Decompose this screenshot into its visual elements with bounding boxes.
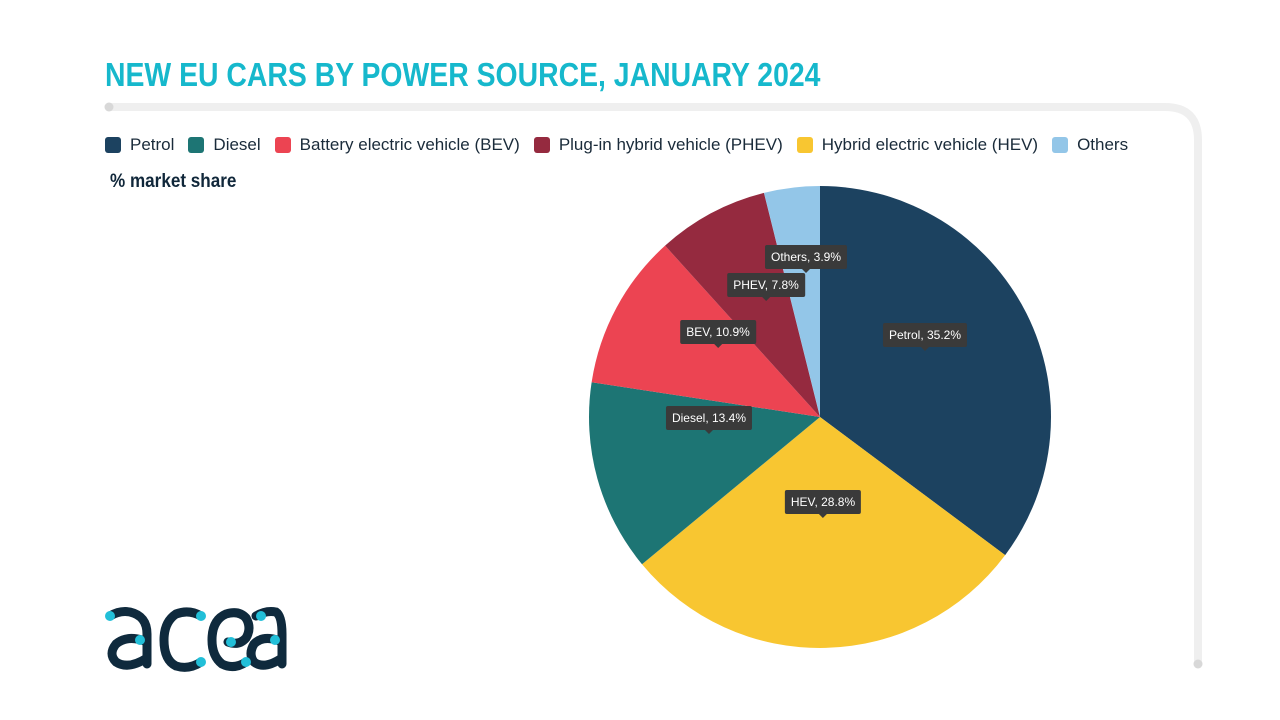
legend-swatch [796,137,813,153]
legend-item[interactable]: Others [1052,135,1128,155]
legend-item[interactable]: Hybrid electric vehicle (HEV) [796,135,1039,155]
legend-label: Diesel [213,135,261,154]
chart-title: NEW EU CARS BY POWER SOURCE, JANUARY 202… [105,56,821,93]
pie-slice-others[interactable] [763,186,820,417]
legend-label: Hybrid electric vehicle (HEV) [821,135,1039,154]
legend-label: Plug-in hybrid vehicle (PHEV) [558,135,783,154]
legend-swatch [105,137,121,153]
legend-swatch [533,137,550,153]
pie-slice-phev[interactable] [665,192,820,417]
data-label-hev: HEV, 28.8% [784,490,862,518]
data-label-bev: BEV, 10.9% [680,320,756,348]
chart-subtitle: % market share [110,171,237,192]
acea-logo: acea [105,607,287,672]
legend-item[interactable]: Battery electric vehicle (BEV) [274,135,520,155]
legend-label: Battery electric vehicle (BEV) [299,135,520,154]
legend-item[interactable]: Diesel [188,135,261,155]
pie-slice-diesel[interactable] [589,382,820,565]
legend-swatch [188,137,205,153]
legend-swatch [1052,137,1069,153]
legend-label: Others [1077,135,1129,154]
pie-slice-petrol[interactable] [820,186,1052,556]
legend-item[interactable]: Plug-in hybrid vehicle (PHEV) [533,135,783,155]
legend-label: Petrol [130,135,175,154]
data-label-others: Others, 3.9% [764,245,848,273]
legend-item[interactable]: Petrol [105,135,174,155]
data-label-phev: PHEV, 7.8% [727,273,805,301]
pie-slice-hev[interactable] [642,417,1006,649]
legend: Petrol Diesel Battery electric vehicle (BE… [105,135,1142,155]
legend-swatch [274,137,291,153]
data-label-diesel: Diesel, 13.4% [665,406,753,434]
data-label-petrol: Petrol, 35.2% [882,323,968,351]
